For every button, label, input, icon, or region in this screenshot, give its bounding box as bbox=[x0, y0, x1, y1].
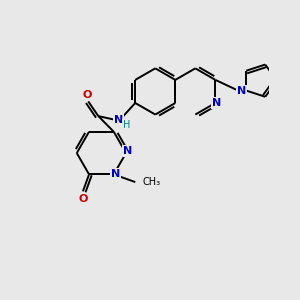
Text: O: O bbox=[78, 194, 88, 204]
Text: O: O bbox=[82, 90, 92, 100]
Text: N: N bbox=[114, 115, 123, 125]
Text: N: N bbox=[111, 169, 120, 179]
Text: N: N bbox=[123, 146, 132, 156]
Text: CH₃: CH₃ bbox=[143, 177, 161, 187]
Text: N: N bbox=[212, 98, 221, 108]
Text: N: N bbox=[237, 86, 246, 96]
Text: H: H bbox=[123, 119, 130, 130]
